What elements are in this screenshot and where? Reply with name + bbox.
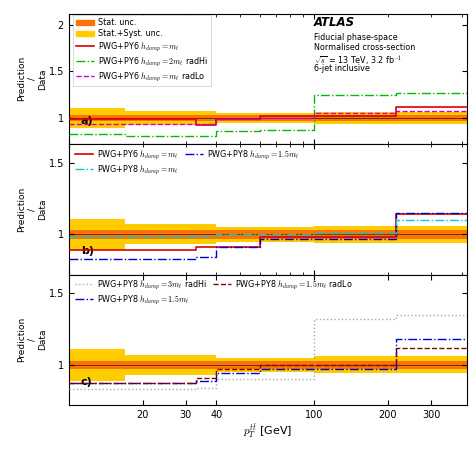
- Text: a): a): [81, 116, 93, 126]
- Legend: PWG+PY8 $h_{damp}=3m_t$ radHi, PWG+PY8 $h_{damp}=1.5m_t$, PWG+PY8 $h_{damp}=1.5m: PWG+PY8 $h_{damp}=3m_t$ radHi, PWG+PY8 $…: [73, 276, 355, 308]
- Text: Fiducial phase-space: Fiducial phase-space: [314, 33, 397, 41]
- Y-axis label: Prediction
/
Data: Prediction / Data: [18, 317, 47, 362]
- Y-axis label: Prediction
/
Data: Prediction / Data: [18, 187, 47, 232]
- Text: b): b): [81, 246, 94, 256]
- Text: c): c): [81, 377, 92, 387]
- Text: ATLAS: ATLAS: [314, 16, 355, 29]
- Text: $\sqrt{s}$ = 13 TeV, 3.2 fb$^{-1}$: $\sqrt{s}$ = 13 TeV, 3.2 fb$^{-1}$: [314, 53, 402, 67]
- Legend: PWG+PY6 $h_{damp}=m_t$, PWG+PY8 $h_{damp}=m_t$, PWG+PY8 $h_{damp}=1.5m_t$: PWG+PY6 $h_{damp}=m_t$, PWG+PY8 $h_{damp…: [73, 146, 301, 178]
- Text: 6-jet inclusive: 6-jet inclusive: [314, 64, 369, 73]
- Text: Normalised cross-section: Normalised cross-section: [314, 43, 415, 52]
- X-axis label: $p_T^{t\bar{t}}$ [GeV]: $p_T^{t\bar{t}}$ [GeV]: [243, 423, 292, 440]
- Legend: Stat. unc., Stat.+Syst. unc., PWG+PY6 $h_{damp}=m_t$, PWG+PY6 $h_{damp}=2m_t$ ra: Stat. unc., Stat.+Syst. unc., PWG+PY6 $h…: [73, 15, 211, 86]
- Y-axis label: Prediction
/
Data: Prediction / Data: [18, 56, 47, 101]
